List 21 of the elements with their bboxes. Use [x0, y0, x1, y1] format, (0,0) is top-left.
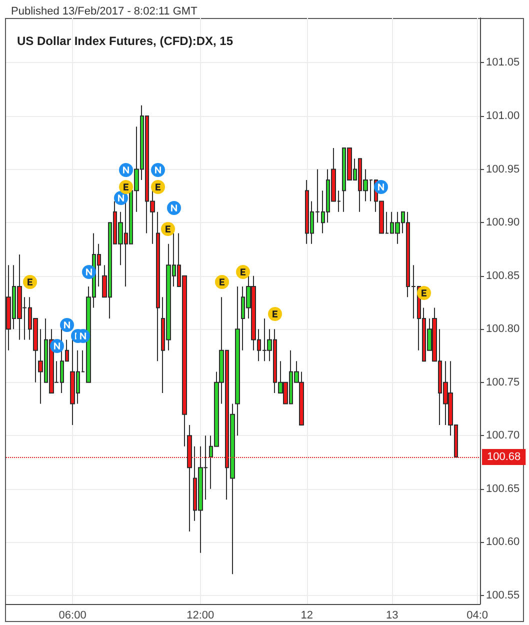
candlestick: [235, 286, 240, 436]
y-tick-label: 100.65: [486, 482, 520, 495]
y-tick-label: 101.05: [486, 56, 520, 69]
y-tick-label: 100.70: [486, 430, 520, 442]
x-tick-label: 04:0: [466, 610, 488, 622]
x-tick-label: 12: [300, 610, 314, 622]
y-tick-label: 100.95: [486, 163, 520, 176]
x-tick-label: 06:00: [58, 610, 86, 622]
x-tick-label: 12:00: [186, 610, 214, 622]
text: Published 13/Feb/2017 - 8:02:11 GMT: [11, 6, 198, 18]
text: US Dollar Index Futures, (CFD):DX, 15: [17, 34, 234, 48]
y-tick-label: 100.80: [486, 323, 520, 336]
x-tick-label: 13: [386, 610, 398, 622]
y-tick-label: 100.85: [486, 270, 520, 282]
candlestick: [156, 211, 160, 362]
y-tick-label: 100.90: [486, 216, 520, 229]
y-tick-label: 101.00: [486, 110, 520, 122]
y-tick-label: 100.75: [486, 376, 520, 388]
y-tick-label: 100.55: [486, 589, 520, 602]
ref-line-label: 100.68: [487, 450, 521, 463]
y-tick-label: 100.60: [486, 536, 520, 548]
